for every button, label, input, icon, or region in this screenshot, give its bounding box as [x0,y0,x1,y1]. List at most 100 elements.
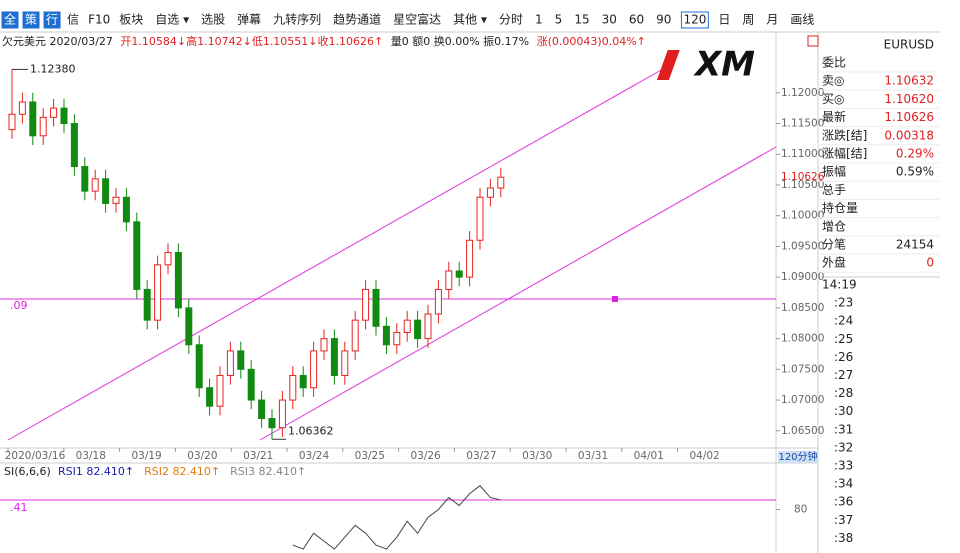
toolbar-item[interactable]: 趋势通道 [333,13,381,27]
y-tick-label: 1.08000 [781,333,824,345]
toolbar-item[interactable]: 30 [602,13,617,27]
panel-time: :37 [834,513,853,527]
candle-body [289,374,297,401]
panel-label: 外盘 [822,255,846,270]
toolbar-item[interactable]: 全 [4,12,16,27]
toolbar-item[interactable]: 画线 [790,13,814,27]
header-name: 欠元美元 2020/03/27 [2,34,113,48]
toolbar-item[interactable]: 月 [766,13,778,27]
header-change: 涨(0.00043)0.04%↑ [537,35,646,48]
toolbar-item[interactable]: 九转序列 [273,12,321,27]
y-tick-label: 1.07500 [781,363,824,375]
y-tick-label: 1.09500 [781,240,824,252]
x-tick-label: 03/18 [76,450,106,462]
panel-value: 24154 [896,238,934,252]
toolbar-item[interactable]: 行 [46,13,58,27]
toolbar-highlight [43,11,61,29]
period-box [778,451,818,463]
panel-time: :36 [834,495,853,509]
x-tick-label: 03/30 [522,450,552,462]
toolbar-item[interactable]: 弹幕 [237,13,261,27]
toolbar-highlight [1,11,19,29]
x-tick-label: 03/21 [243,450,273,462]
x-tick-label: 04/01 [634,450,664,462]
panel-label: 分笔 [822,237,846,252]
candle-body [393,331,401,346]
channel-upper [7,64,671,441]
panel-time: :26 [834,350,853,364]
toolbar-item[interactable]: F10 [88,13,110,27]
toolbar-item[interactable]: 板块 [119,13,143,27]
panel-time: :30 [834,404,853,418]
candle-body [445,270,453,290]
candle-body [195,344,203,389]
candle-body [299,374,307,389]
y-tick-label: 1.11000 [781,148,824,160]
panel-time: 14:19 [822,278,857,292]
candle-body [310,350,318,389]
candle-body [258,399,266,419]
candle-body [112,196,120,204]
panel-time: :25 [834,332,853,346]
candle-body [174,252,182,309]
toolbar-item[interactable]: 策 [25,13,37,27]
toolbar-item[interactable]: 分时 [499,13,523,27]
panel-label: 卖◎ [822,74,844,88]
y-tick-label: 1.08500 [781,302,824,314]
candle-body [403,319,411,333]
toolbar-item[interactable]: 15 [574,13,589,27]
toolbar-item[interactable]: 日 [718,13,730,27]
candle-body [434,288,442,315]
x-tick-label: 04/02 [689,450,719,462]
toolbar-item[interactable]: 60 [629,13,644,27]
line-handle [612,296,618,302]
candle-body [351,319,359,352]
last-price-label: 1.10626 [781,171,825,183]
candle-body [330,338,338,376]
panel-time: :23 [834,296,853,310]
rsi-line [292,485,501,550]
candle-body [476,196,484,241]
hline-label: .09 [10,299,28,312]
x-tick-label: 03/25 [355,450,385,462]
toolbar-item[interactable]: 120 [683,13,706,27]
panel-time: :27 [834,368,853,382]
toolbar-item[interactable]: 自选 ▾ [155,13,189,27]
candle-body [268,418,276,429]
panel-time: :31 [834,422,853,436]
toolbar-item[interactable]: 周 [742,13,754,27]
toolbar-item[interactable]: 5 [555,13,563,27]
header-ohlc: 开1.10584↓高1.10742↓低1.10551↓收1.10626↑ [120,34,383,48]
toolbar-item[interactable]: 90 [656,13,671,27]
panel-value: 0.59% [896,165,934,179]
y-tick-label: 1.10000 [781,210,824,222]
rsi-title: SI(6,6,6) [4,465,51,478]
logo: XM [693,45,755,85]
high-label: 1.12380 [30,62,76,75]
candle-body [39,116,47,137]
panel-label: 买◎ [822,92,844,106]
candle-body [237,350,245,370]
panel-label: 振幅 [822,164,846,179]
toolbar-item[interactable]: 1 [535,13,543,27]
panel-value: 1.10632 [884,74,934,88]
toolbar-item[interactable]: 选股 [201,13,225,27]
panel-time: :34 [834,477,853,491]
toolbar-item[interactable]: 星空富达 [393,12,441,27]
y-tick-label: 1.06500 [781,425,824,437]
candle-body [81,166,89,192]
panel-value: 0 [926,256,934,270]
y-tick-label: 1.10500 [781,179,824,191]
panel-label: 持仓量 [822,200,858,215]
x-tick-label: 03/31 [578,450,608,462]
x-tick-label: 2020/03/16 [5,450,66,462]
channel-lower [259,146,777,441]
toolbar-item[interactable]: 信 [67,13,79,27]
y-tick-label: 1.12000 [781,87,824,99]
y-tick-label: 1.07000 [781,394,824,406]
candle-body [185,307,193,346]
y-tick-label: 1.09000 [781,271,824,283]
panel-time: :33 [834,459,853,473]
toolbar-item[interactable]: 其他 ▾ [453,13,487,27]
rsi-legend: RSI1 82.410↑ [58,465,134,478]
